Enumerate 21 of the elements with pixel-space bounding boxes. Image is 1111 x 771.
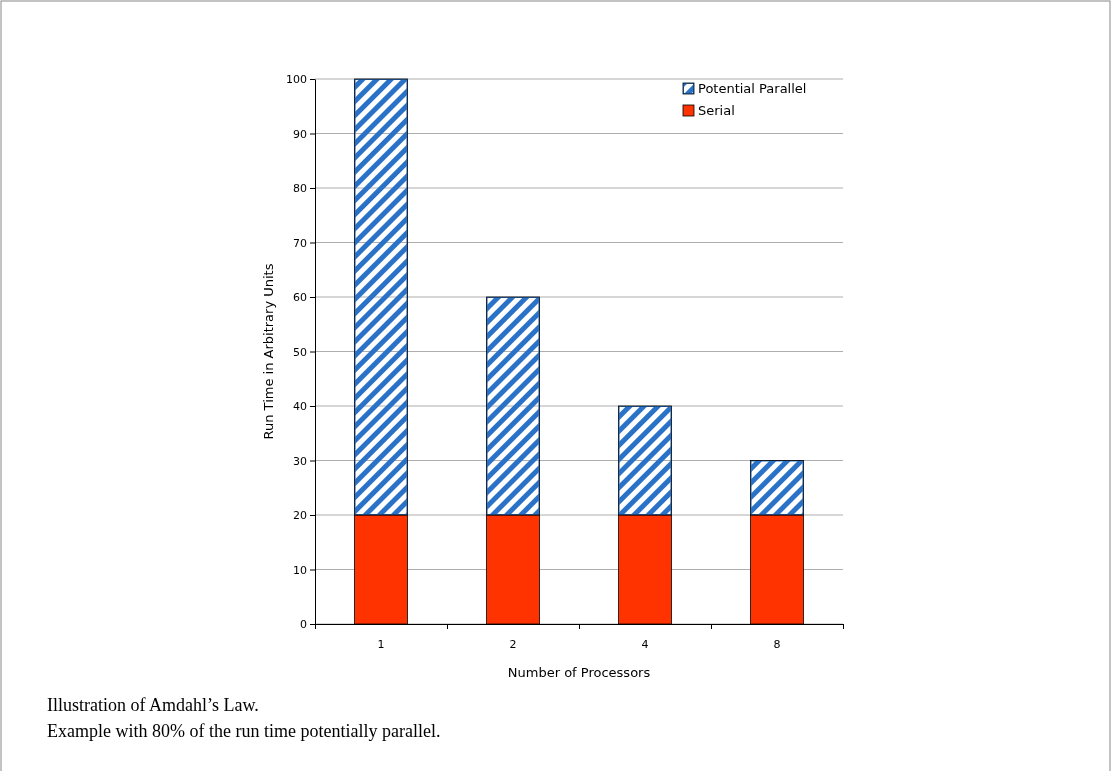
y-tick-label: 80 [293,182,307,196]
x-tick-label: 2 [509,638,517,651]
y-tick-label: 60 [293,291,307,305]
legend-label: Potential Parallel [698,81,807,96]
y-tick-label: 90 [293,127,307,141]
y-tick-label: 70 [293,236,307,250]
x-tick-label: 1 [377,638,385,651]
x-tick-label: 8 [773,638,781,651]
y-tick-label: 30 [293,454,307,468]
y-axis-title: Run Time in Arbitrary Units [261,263,276,440]
y-tick-label: 0 [300,618,307,632]
y-tick-label: 40 [293,400,307,414]
text: Illustration of Amdahl’s Law. [47,695,259,715]
x-axis-title: Number of Processors [507,665,651,680]
y-tick-label: 20 [293,509,307,523]
legend-label: Serial [698,103,735,118]
x-tick-label: 4 [641,638,649,651]
text: Example with 80% of the run time potentially parallel. [47,721,441,741]
y-tick-label: 100 [286,73,307,87]
y-tick-label: 10 [293,563,307,577]
y-tick-label: 50 [293,345,307,359]
